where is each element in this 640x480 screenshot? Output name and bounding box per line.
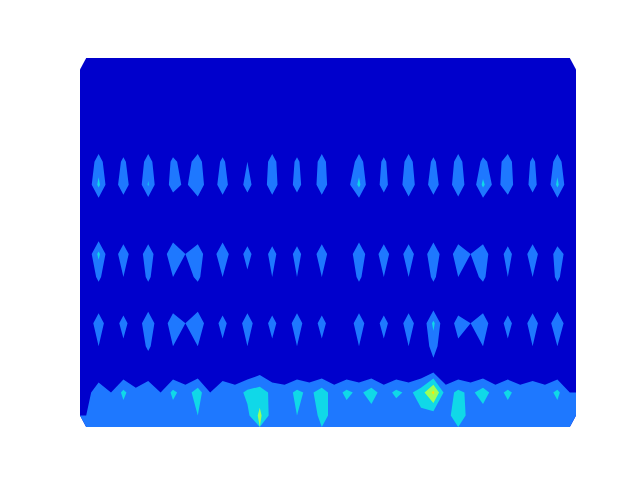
contour-band (80, 154, 576, 427)
contour-band (80, 58, 576, 427)
contour-area (80, 58, 576, 427)
chart (0, 0, 640, 480)
contour-band (97, 177, 560, 427)
contour-band (258, 385, 439, 427)
contour-band (432, 391, 435, 395)
